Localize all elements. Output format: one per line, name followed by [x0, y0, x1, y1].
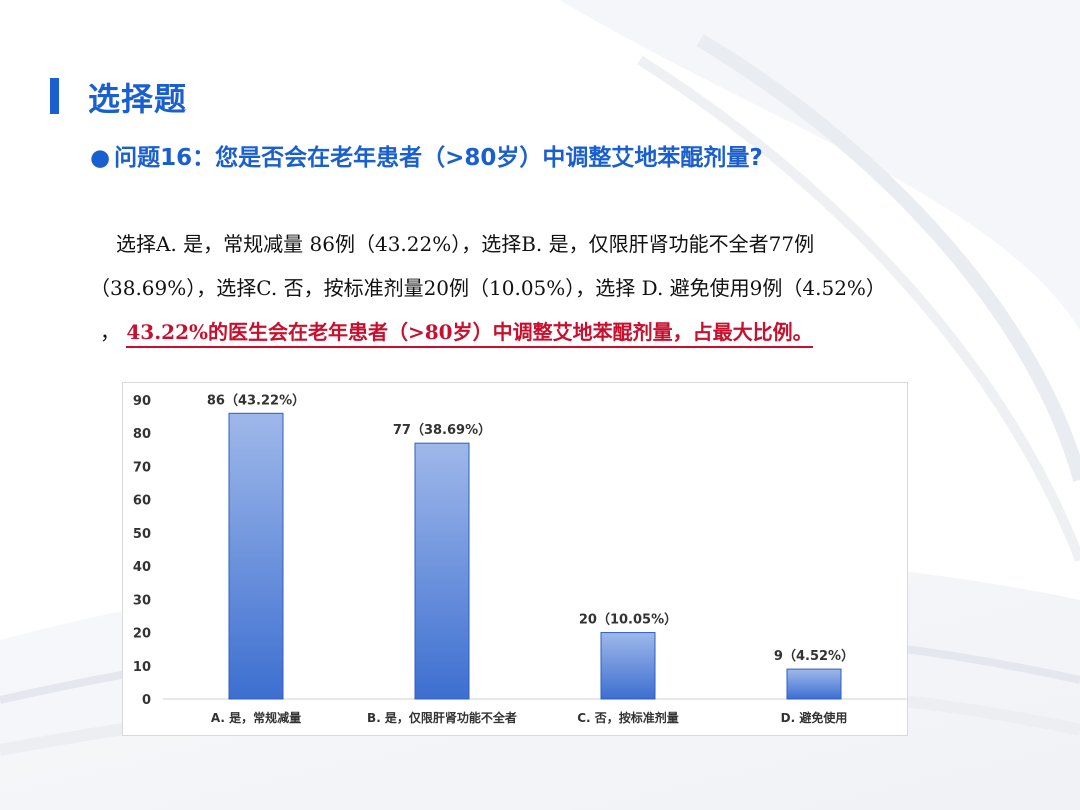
bar-b — [414, 442, 470, 700]
y-tick-label: 0 — [142, 693, 151, 708]
summary-line-3-prefix: ， — [100, 320, 120, 344]
y-tick-label: 40 — [133, 560, 151, 575]
summary-line-1: 选择A. 是，常规减量 86例（43.22%），选择B. 是，仅限肝肾功能不全者… — [116, 232, 815, 256]
section-title: 选择题 — [88, 80, 188, 118]
summary-line-3: ， 43.22%的医生会在老年患者（>80岁）中调整艾地苯醌剂量，占最大比例。 — [90, 310, 990, 354]
x-category-label: B. 是，仅限肝肾功能不全者 — [367, 710, 517, 725]
x-category-label: C. 否，按标准剂量 — [577, 710, 679, 725]
y-tick-label: 20 — [133, 627, 151, 642]
y-tick-label: 60 — [133, 494, 151, 509]
bar-d — [786, 668, 842, 700]
summary-highlight: 43.22%的医生会在老年患者（>80岁）中调整艾地苯醌剂量，占最大比例。 — [126, 320, 813, 348]
y-tick-label: 90 — [133, 394, 151, 409]
bar-c — [600, 632, 656, 700]
bar-data-label: 86（43.22%） — [207, 392, 305, 408]
x-category-label: A. 是，常规减量 — [211, 710, 301, 725]
bar-data-label: 77（38.69%） — [393, 422, 491, 438]
bar-chart: 0 10 20 30 40 50 60 70 80 90 86（43.22%） A. 是，常规减量 77… — [133, 392, 907, 725]
bar-data-label: 9（4.52%） — [774, 648, 854, 664]
section-accent-bar — [50, 78, 59, 114]
y-tick-label: 50 — [133, 527, 151, 542]
summary-line-2: （38.69%），选择C. 否，按标准剂量20例（10.05%），选择 D. 避… — [90, 276, 886, 300]
question-text: 问题16：您是否会在老年患者（>80岁）中调整艾地苯醌剂量? — [114, 145, 763, 171]
chart-container: 0 10 20 30 40 50 60 70 80 90 86（43.22%） A. 是，常规减量 77… — [122, 382, 908, 736]
y-tick-label: 10 — [133, 660, 151, 675]
y-tick-label: 30 — [133, 593, 151, 608]
x-category-label: D. 避免使用 — [781, 710, 848, 725]
bullet-icon: ● — [90, 145, 111, 171]
bar-a — [228, 412, 284, 700]
bar-data-label: 20（10.05%） — [579, 612, 677, 628]
summary-paragraph: 选择A. 是，常规减量 86例（43.22%），选择B. 是，仅限肝肾功能不全者… — [90, 222, 990, 354]
y-tick-label: 80 — [133, 427, 151, 442]
question-heading: ● 问题16：您是否会在老年患者（>80岁）中调整艾地苯醌剂量? — [90, 138, 763, 172]
y-tick-label: 70 — [133, 460, 151, 475]
